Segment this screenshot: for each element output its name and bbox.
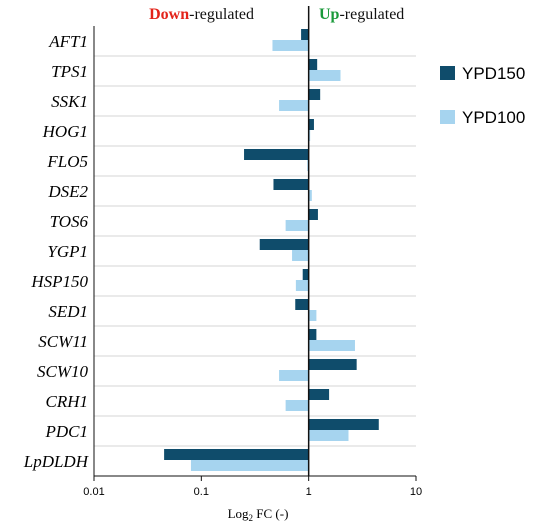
bar-ypd150-hsp150 — [302, 269, 309, 280]
x-axis-label-rest: FC (-) — [253, 506, 288, 521]
bar-ypd100-ygp1 — [292, 250, 309, 261]
category-label-sed1: SED1 — [48, 302, 88, 321]
bar-ypd100-tps1 — [308, 70, 341, 81]
x-tick-label: 0.01 — [83, 486, 104, 498]
category-label-dse2: DSE2 — [47, 182, 88, 201]
legend-swatch-ypd150 — [440, 66, 455, 80]
axis-layer: AFT1 TPS1 SSK1 HOG1 FLO5 DSE2 TOS6 YGP1 HSP150 SE… — [23, 6, 422, 498]
legend-label-ypd150: YPD150 — [462, 64, 525, 83]
bar-ypd150-sed1 — [295, 299, 309, 310]
legend-label-ypd100: YPD100 — [462, 108, 525, 127]
bar-ypd100-scw10 — [279, 370, 309, 381]
category-label-flo5: FLO5 — [46, 152, 88, 171]
category-label-crh1: CRH1 — [46, 392, 89, 411]
category-label-hog1: HOG1 — [42, 122, 88, 141]
bar-ypd150-aft1 — [301, 29, 309, 40]
x-tick-label: 1 — [306, 486, 312, 498]
category-label-scw11: SCW11 — [38, 332, 88, 351]
bar-ypd150-scw11 — [308, 329, 317, 340]
bar-ypd100-lpdldh — [190, 460, 309, 471]
header-up-rest: -regulated — [339, 6, 404, 23]
header-up-word: Up — [319, 6, 340, 23]
category-label-hsp150: HSP150 — [30, 272, 88, 291]
category-label-ssk1: SSK1 — [51, 92, 88, 111]
bar-ypd100-dse2 — [308, 190, 312, 201]
header-up-label: Up-regulated — [319, 6, 404, 23]
bar-ypd100-sed1 — [308, 310, 317, 321]
category-label-scw10: SCW10 — [37, 362, 89, 381]
bar-ypd150-tos6 — [308, 209, 318, 220]
legend-swatch-ypd100 — [440, 110, 455, 124]
bar-ypd100-crh1 — [285, 400, 309, 411]
category-label-tos6: TOS6 — [50, 212, 89, 231]
bar-ypd100-pdc1 — [308, 430, 349, 441]
legend: YPD150 YPD100 — [440, 64, 525, 127]
bar-ypd150-lpdldh — [164, 449, 309, 460]
x-axis-label: Log2 FC (-) — [228, 506, 289, 523]
bar-ypd150-flo5 — [244, 149, 309, 160]
bar-ypd150-ssk1 — [308, 89, 321, 100]
bar-ypd100-tos6 — [285, 220, 309, 231]
x-tick-label: 0.1 — [194, 486, 209, 498]
bar-ypd150-tps1 — [308, 59, 318, 70]
bar-ypd100-aft1 — [272, 40, 309, 51]
bars-layer — [164, 29, 379, 471]
header-down-label: Down-regulated — [149, 6, 254, 23]
bar-ypd150-pdc1 — [308, 419, 379, 430]
bar-ypd150-dse2 — [273, 179, 309, 190]
x-axis-label-base: Log — [228, 506, 249, 521]
bar-ypd100-scw11 — [308, 340, 355, 351]
header-down-rest: -regulated — [189, 6, 254, 23]
grid-layer — [94, 55, 416, 447]
bar-ypd150-crh1 — [308, 389, 330, 400]
category-label-aft1: AFT1 — [48, 32, 88, 51]
category-label-pdc1: PDC1 — [45, 422, 89, 441]
bar-ypd150-hog1 — [308, 119, 314, 130]
category-label-lpdldh: LpDLDH — [23, 452, 90, 471]
header-down-word: Down — [149, 6, 189, 23]
bar-ypd100-hsp150 — [295, 280, 309, 291]
category-label-tps1: TPS1 — [51, 62, 88, 81]
bar-ypd100-ssk1 — [279, 100, 309, 111]
x-tick-label: 10 — [410, 486, 422, 498]
bar-ypd150-ygp1 — [259, 239, 309, 250]
x-axis-label-subscript: 2 — [249, 513, 254, 523]
category-label-ygp1: YGP1 — [47, 242, 88, 261]
bar-ypd150-scw10 — [308, 359, 357, 370]
